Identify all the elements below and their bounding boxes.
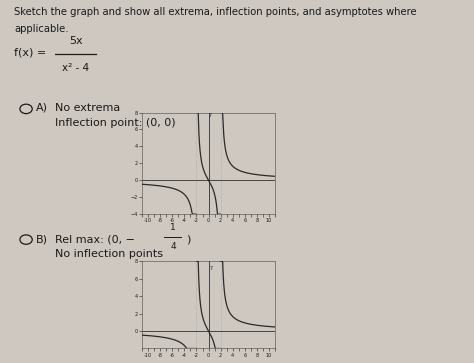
Text: Rel max: (0, −: Rel max: (0, − (55, 234, 135, 244)
Text: 5x: 5x (69, 36, 82, 46)
Text: B): B) (36, 234, 47, 244)
Text: 7: 7 (209, 113, 212, 118)
Text: No extrema: No extrema (55, 103, 120, 113)
Text: 1: 1 (170, 223, 176, 232)
Text: A): A) (36, 103, 47, 113)
Text: 4: 4 (170, 242, 176, 251)
Text: ): ) (186, 234, 190, 244)
Text: Sketch the graph and show all extrema, inflection points, and asymptotes where: Sketch the graph and show all extrema, i… (14, 7, 417, 17)
Text: x² - 4: x² - 4 (62, 62, 90, 73)
Text: No inflection points: No inflection points (55, 249, 163, 259)
Text: Inflection point: (0, 0): Inflection point: (0, 0) (55, 118, 175, 128)
Text: applicable.: applicable. (14, 24, 69, 34)
Text: f(x) =: f(x) = (14, 48, 50, 58)
Text: 7: 7 (209, 266, 212, 271)
